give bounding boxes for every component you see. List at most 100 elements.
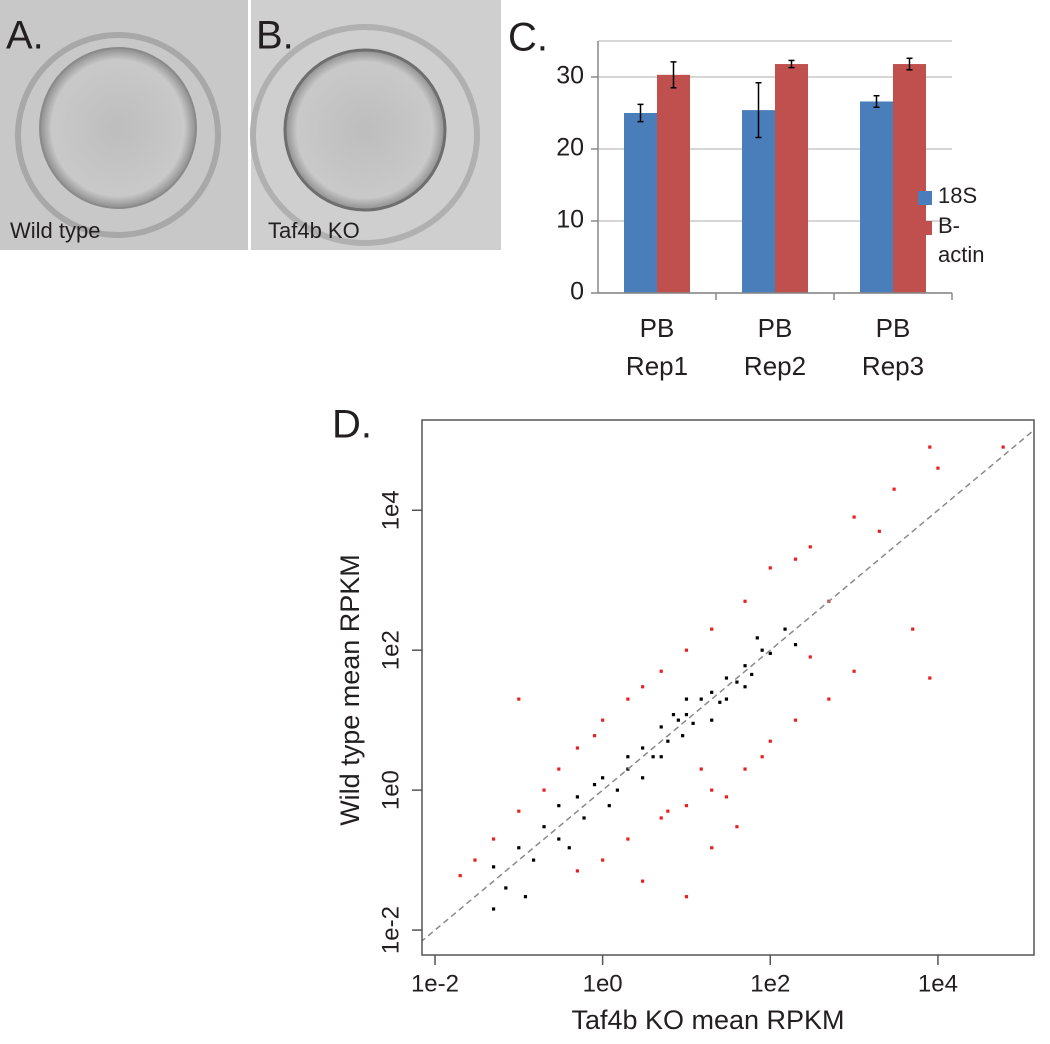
point	[750, 672, 754, 677]
y-tick-label: 0	[570, 278, 584, 306]
point	[626, 697, 630, 701]
point	[735, 825, 739, 829]
bar	[742, 110, 775, 294]
point	[928, 445, 932, 449]
point	[666, 809, 670, 813]
point	[659, 816, 663, 820]
point	[768, 739, 772, 743]
point	[827, 697, 831, 701]
point	[724, 697, 729, 701]
point	[542, 788, 546, 792]
bar	[657, 74, 690, 293]
panel-a: A. Wild type	[0, 0, 248, 250]
y-tick-label: 20	[556, 134, 584, 162]
point	[592, 782, 597, 787]
legend-label: 18S	[938, 183, 978, 208]
point	[517, 846, 521, 850]
point	[793, 557, 798, 561]
point	[793, 643, 798, 647]
point	[710, 718, 714, 722]
point	[710, 690, 714, 694]
point	[601, 718, 605, 722]
plot-area	[422, 429, 1034, 942]
point	[659, 669, 663, 673]
x-tick-label: 1e0	[583, 970, 623, 997]
point	[651, 755, 655, 759]
point	[743, 599, 747, 603]
point	[877, 529, 881, 533]
point	[592, 734, 597, 738]
point	[699, 767, 703, 771]
point	[626, 755, 630, 759]
oocyte	[283, 48, 447, 212]
plot-frame	[421, 419, 1035, 956]
x-tick-label: 1e2	[750, 970, 790, 997]
point	[582, 816, 586, 820]
point	[491, 907, 496, 911]
point	[684, 648, 689, 652]
point	[936, 466, 940, 470]
point	[724, 795, 729, 799]
point	[743, 685, 747, 689]
point	[755, 636, 759, 640]
point	[808, 545, 812, 549]
point	[684, 713, 689, 717]
point	[473, 858, 477, 862]
point	[531, 858, 536, 862]
point	[710, 788, 714, 792]
point	[575, 795, 579, 799]
point	[659, 755, 663, 759]
point	[458, 874, 462, 878]
point	[575, 746, 579, 750]
y-tick-label: 1e2	[377, 630, 404, 670]
bar	[860, 101, 893, 293]
point	[517, 697, 521, 701]
point	[911, 627, 915, 631]
point	[557, 767, 561, 771]
point	[567, 846, 571, 850]
point	[626, 837, 630, 841]
point	[676, 718, 680, 722]
point	[641, 685, 645, 689]
legend-swatch	[918, 221, 932, 235]
panel-label: C.	[508, 16, 548, 60]
caption: Wild type	[10, 218, 100, 243]
point	[615, 788, 619, 792]
y-tick-label: 1e0	[377, 770, 404, 810]
point	[684, 697, 689, 701]
y-tick-label: 10	[556, 206, 584, 234]
point	[852, 515, 856, 519]
x-tick-label: PB Rep3	[861, 313, 925, 381]
point	[607, 804, 611, 808]
point	[601, 776, 605, 780]
point	[852, 669, 856, 673]
bar	[775, 64, 808, 293]
caption: Taf4b KO	[268, 218, 360, 243]
point	[710, 846, 714, 850]
panel-label: A.	[6, 14, 44, 58]
point	[557, 837, 561, 841]
point	[793, 718, 798, 722]
point	[710, 627, 714, 631]
point	[671, 713, 676, 717]
y-tick-label: 1e4	[377, 490, 404, 530]
x-tick-label: 1e-2	[411, 970, 459, 997]
identity-line	[422, 429, 1034, 942]
point	[491, 865, 496, 869]
point	[724, 676, 729, 680]
bar	[893, 64, 926, 293]
point	[743, 664, 747, 668]
point	[504, 886, 508, 890]
point	[542, 825, 546, 829]
point	[601, 858, 605, 862]
point	[760, 648, 764, 652]
point	[928, 676, 932, 680]
point	[491, 837, 496, 841]
point	[735, 680, 739, 684]
point	[699, 697, 703, 701]
point	[517, 809, 521, 813]
point	[523, 895, 528, 899]
point	[684, 804, 689, 808]
point	[743, 767, 747, 771]
point	[681, 734, 685, 738]
